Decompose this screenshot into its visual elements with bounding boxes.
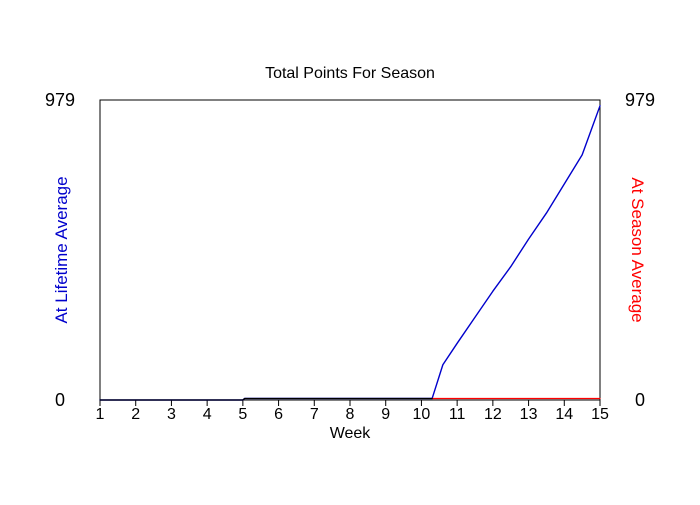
x-tick-label: 1 [96, 406, 105, 423]
x-axis-label: Week [330, 425, 372, 442]
y-right-tick-label: 979 [625, 90, 655, 110]
x-tick-label: 12 [484, 406, 502, 423]
chart-title: Total Points For Season [265, 65, 435, 82]
x-tick-label: 15 [591, 406, 609, 423]
x-tick-label: 3 [167, 406, 176, 423]
x-tick-label: 8 [346, 406, 355, 423]
x-tick-label: 2 [131, 406, 140, 423]
x-tick-label: 4 [203, 406, 212, 423]
plot-frame [99, 99, 601, 401]
y-axis-label-left: At Lifetime Average [52, 176, 71, 323]
x-tick-label: 5 [238, 406, 247, 423]
y-left-tick-label: 0 [55, 390, 65, 410]
baseline-series-line [99, 397, 433, 401]
x-tick-label: 14 [555, 406, 573, 423]
y-axis-label-right: At Season Average [628, 177, 647, 322]
x-tick-label: 7 [310, 406, 319, 423]
x-tick-label: 10 [413, 406, 431, 423]
y-left-tick-label: 979 [45, 90, 75, 110]
x-tick-label: 9 [381, 406, 390, 423]
x-tick-label: 13 [520, 406, 538, 423]
x-tick-label: 6 [274, 406, 283, 423]
x-tick-label: 11 [449, 406, 466, 423]
y-right-tick-label: 0 [635, 390, 645, 410]
